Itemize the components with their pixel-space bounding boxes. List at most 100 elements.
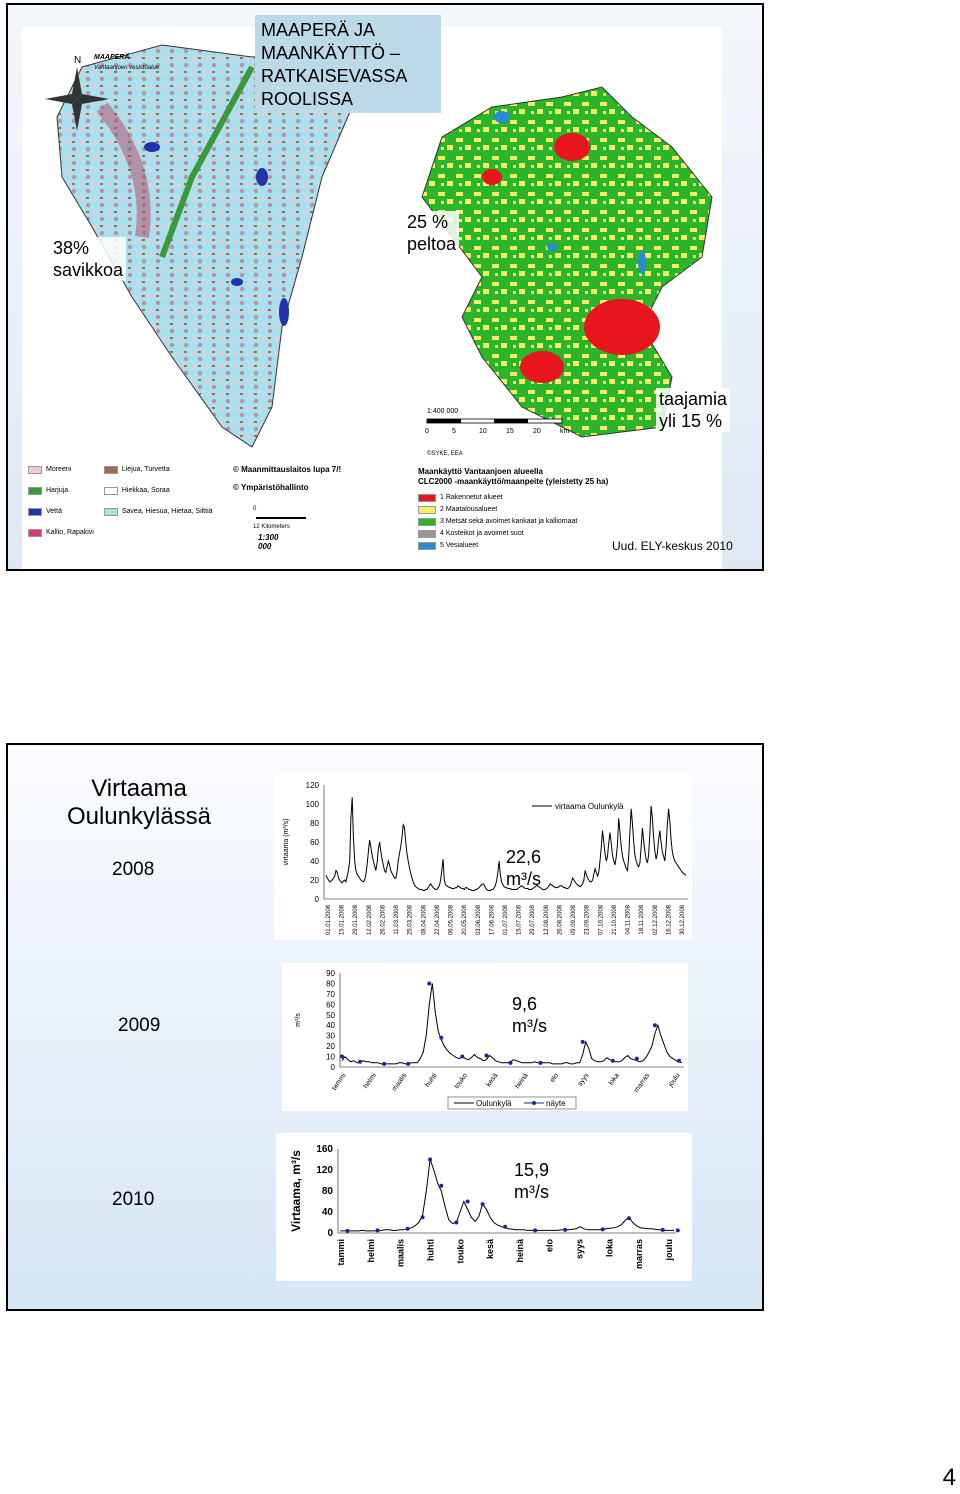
soil-legend-item: Moreeni: [28, 465, 94, 474]
x-tick-label: 04.11.2008: [626, 904, 632, 934]
x-tick-label: 01.07.2008: [503, 904, 509, 935]
chart-2008: 0 20 40 60 80 100 120 virtaama (m³/s) 01.01.2008…: [283, 781, 688, 935]
x-tick-label: kesä: [485, 1238, 495, 1259]
soil-map-subtitle: Vantaanjoen vesistöalue: [94, 65, 160, 71]
y-tick-label: 20: [326, 1042, 335, 1051]
heading-line: Oulunkylässä: [66, 803, 212, 830]
x-tick-label: tammi: [336, 1239, 346, 1266]
x-tick-label: 15.07.2008: [517, 904, 523, 935]
x-tick-label: marras: [633, 1072, 652, 1094]
y-tick-label: 90: [326, 969, 335, 978]
y-tick-label: 80: [310, 819, 319, 828]
legend-label: Oulunkylä: [476, 1099, 512, 1108]
avg-unit: m³/s: [514, 1182, 549, 1202]
y-tick-label: 80: [322, 1186, 334, 1197]
slide-title: MAAPERÄ JA MAANKÄYTTÖ – RATKAISEVASSA RO…: [255, 15, 441, 113]
y-tick-label: 0: [315, 895, 320, 904]
legend-label: Harjuja: [46, 487, 69, 494]
flow-heading: Virtaama Oulunkylässä: [58, 775, 220, 831]
land-use-legend: Maankäyttö Vantaanjoen alueella CLC2000 …: [418, 467, 678, 553]
legend-label: Vettä: [46, 508, 62, 515]
x-tick-label: 15.01.2008: [340, 904, 346, 935]
avg-value: 9,6: [512, 994, 538, 1014]
sample-point: [660, 1227, 665, 1232]
sample-point: [652, 1023, 657, 1028]
legend-label: 1 Rakennetut alueet: [440, 494, 503, 501]
x-tick-label: 18.11.2008: [639, 904, 645, 934]
field-label: 25 % peltoa: [404, 211, 460, 255]
x-tick-label: heinä: [514, 1072, 530, 1090]
sample-point: [484, 1053, 489, 1058]
sample-point: [439, 1035, 444, 1040]
sample-point: [676, 1058, 681, 1063]
x-tick-label: 26.08.2008: [557, 904, 563, 935]
y-tick-label: 70: [326, 990, 335, 999]
y-tick-label: 40: [310, 857, 319, 866]
series-line: [325, 797, 687, 891]
sample-point: [460, 1054, 465, 1059]
legend-swatch: [418, 529, 436, 538]
x-tick-label: 06.05.2008: [449, 904, 455, 935]
title-line: MAAPERÄ JA: [261, 20, 376, 40]
y-tick-label: 10: [326, 1053, 335, 1062]
legend-swatch: [103, 507, 118, 516]
sample-point: [420, 1215, 425, 1220]
x-tick-label: 22.04.2008: [435, 904, 441, 935]
sample-point: [480, 1202, 485, 1207]
soil-legend-item: Kallio, Rapakivi: [28, 528, 94, 537]
legend-swatch: [103, 486, 118, 495]
x-tick-label: 11.03.2008: [394, 904, 400, 934]
scale-number: 20: [533, 428, 541, 435]
x-tick-label: 29.01.2008: [353, 904, 359, 935]
series-line: [340, 1159, 674, 1232]
scale-number: 15: [506, 428, 514, 435]
y-tick-label: 50: [326, 1011, 335, 1020]
avg-2010: 15,9 m³/s: [514, 1159, 549, 1203]
x-tick-label: elo: [549, 1072, 560, 1084]
x-tick-label: helmi: [366, 1239, 376, 1263]
sample-point: [626, 1216, 631, 1221]
legend-label: 4 Kosteikot ja avoimet suot: [440, 530, 524, 537]
sample-point: [428, 1157, 433, 1162]
y-tick-label: 30: [326, 1032, 335, 1041]
sample-point: [580, 1039, 585, 1044]
slide-land-use: N MAAPERÄ Vantaanjoen vesistöalue 1:400 …: [6, 3, 764, 571]
page-number: 4: [942, 1464, 956, 1491]
legend-label: 5 Vesialueet: [440, 542, 479, 549]
sample-point: [406, 1061, 411, 1066]
legend-swatch: [28, 486, 42, 495]
land-use-legend-item: 5 Vesialueet: [418, 541, 678, 550]
sample-point: [405, 1226, 410, 1231]
svg-text:N: N: [74, 55, 81, 66]
legend-swatch: [418, 493, 436, 502]
sample-point: [439, 1183, 444, 1188]
x-tick-label: kesä: [485, 1072, 499, 1088]
x-tick-label: maalis: [391, 1072, 409, 1093]
land-use-legend-item: 1 Rakennetut alueet: [418, 493, 678, 502]
scale-number: 5: [452, 428, 456, 435]
sample-point: [508, 1060, 513, 1065]
field-text: peltoa: [407, 234, 457, 254]
chart-2010-panel: 0 40 80 120 160 Virtaama, m³/s tammi helmi maali…: [276, 1133, 692, 1281]
clay-text: savikkoa: [53, 260, 124, 280]
avg-unit: m³/s: [512, 1016, 547, 1036]
sample-point: [503, 1224, 508, 1229]
x-tick-label: maalis: [396, 1239, 406, 1267]
compass-rose-icon: N: [45, 55, 109, 131]
x-tick-label: 02.12.2008: [653, 904, 659, 935]
series-line: [341, 983, 683, 1065]
x-tick-label: syys: [577, 1072, 591, 1088]
sample-point: [358, 1059, 363, 1064]
credit-text: Uud. ELY-keskus 2010: [612, 539, 733, 553]
scale-number: km: [560, 428, 570, 435]
x-tick-label: loka: [604, 1238, 614, 1257]
soil-legend-item: Harjuja: [28, 486, 94, 495]
x-tick-label: heinä: [515, 1238, 525, 1263]
sample-point: [454, 1220, 459, 1225]
x-tick-label: syys: [575, 1239, 585, 1259]
sample-point: [634, 1056, 639, 1061]
land-use-source: ©SYKE, EEA: [427, 450, 463, 457]
title-line: RATKAISEVASSA: [261, 66, 408, 86]
x-tick-label: helmi: [363, 1072, 379, 1090]
